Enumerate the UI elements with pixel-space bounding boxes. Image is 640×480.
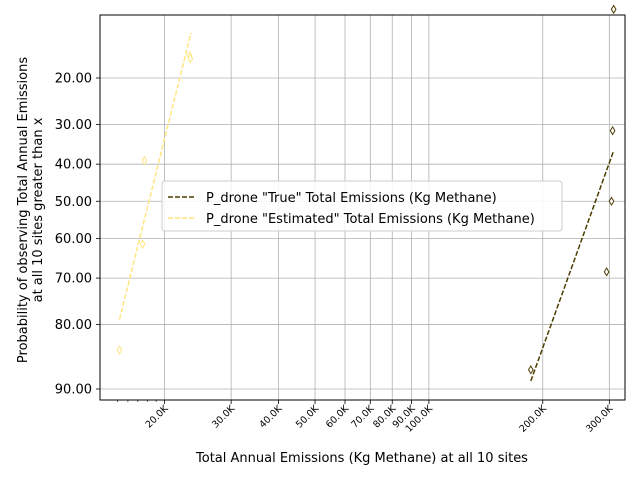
y-tick-label: 60.00	[55, 232, 92, 247]
grid-lines	[100, 15, 625, 400]
x-tick-label: 70.0K	[349, 403, 377, 431]
y-tick-label: 20.00	[55, 72, 92, 87]
y-tick-label: 80.00	[55, 318, 92, 333]
data-point	[608, 196, 615, 207]
data-point	[603, 267, 610, 277]
fit-line-0	[530, 150, 615, 382]
x-tick-label: 40.0K	[257, 403, 285, 431]
legend-box	[161, 180, 563, 232]
legend: P_drone "True" Total Emissions (Kg Metha…	[161, 180, 563, 232]
x-axis-label: Total Annual Emissions (Kg Methane) at a…	[195, 451, 528, 466]
legend-label-estimated: P_drone "Estimated" Total Emissions (Kg …	[206, 212, 535, 227]
plot-frame	[99, 14, 626, 401]
x-tick-label: 30.0K	[210, 403, 238, 431]
y-tick-label: 50.00	[55, 195, 92, 210]
data-point	[527, 365, 534, 375]
data-point	[187, 53, 194, 64]
y-tick-label: 90.00	[55, 383, 92, 398]
data-point	[139, 239, 146, 249]
x-tick-label: 50.0K	[294, 403, 322, 431]
data-point	[116, 345, 123, 355]
data-point	[609, 125, 616, 136]
y-axis-label-line-1: Probability of observing Total Annual Em…	[16, 57, 31, 363]
legend-label-true: P_drone "True" Total Emissions (Kg Metha…	[206, 191, 497, 206]
fit-lines	[118, 32, 615, 382]
y-tick-label: 40.00	[55, 158, 92, 173]
data-point	[141, 155, 148, 166]
data-point	[610, 4, 617, 15]
data-points	[116, 4, 617, 375]
x-tick-label: 300.0K	[584, 403, 616, 435]
y-axis-label: Probability of observing Total Annual Em…	[16, 57, 46, 363]
x-tick-label: 60.0K	[324, 403, 352, 431]
y-tick-label: 30.00	[55, 118, 92, 133]
fit-line-1	[118, 32, 192, 320]
y-axis-ticks: 20.00 30.00 40.00 50.00 60.00 70.00 80.00 90.00	[55, 72, 100, 398]
y-axis-label-line-2: at all 10 sites greater than x	[31, 117, 46, 302]
x-axis-ticks: 20.0K 30.0K 40.0K 50.0K 60.0K70.0K80.0K90.0K…	[117, 400, 616, 435]
y-tick-label: 70.00	[55, 272, 92, 287]
x-tick-label: 200.0K	[517, 403, 549, 435]
x-tick-label: 20.0K	[144, 403, 172, 431]
